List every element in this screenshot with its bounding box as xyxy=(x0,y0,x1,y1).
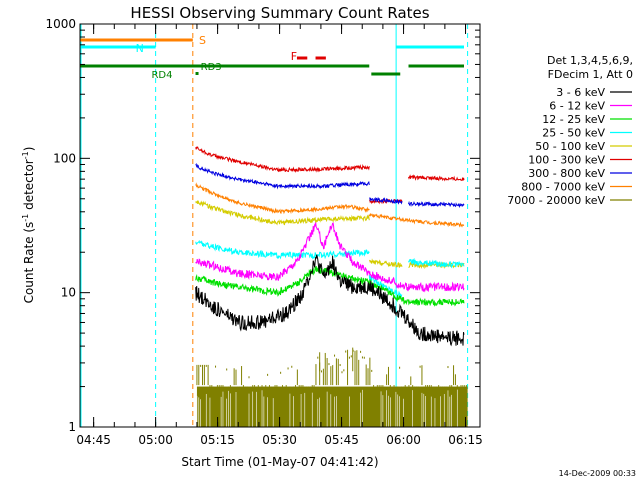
x-tick-label: 06:00 xyxy=(386,433,421,447)
y-axis-label-sup1: -1 xyxy=(21,214,30,222)
rd4-flag-label: RD4 xyxy=(151,70,172,81)
series-100-300kev xyxy=(195,146,370,173)
series-12-25kev xyxy=(195,265,465,307)
series-50-100kev xyxy=(368,258,403,268)
series-300-800kev xyxy=(195,162,370,190)
y-axis-label-mid: detector xyxy=(22,159,36,214)
legend-300-800kev-label: 300 - 800 keV xyxy=(528,167,605,180)
legend-6-12kev-label: 6 - 12 keV xyxy=(549,100,605,113)
series-3-6kev xyxy=(195,254,465,347)
series-800-7000kev xyxy=(195,182,370,215)
night-flag-label: N xyxy=(136,42,144,55)
legend-12-25kev-label: 12 - 25 keV xyxy=(542,113,605,126)
y-axis-label-sup2: -1 xyxy=(21,151,30,159)
legend-header-line2: FDecim 1, Att 0 xyxy=(548,68,633,81)
y-tick-label: 100 xyxy=(53,151,76,165)
rd4-marker xyxy=(195,72,199,75)
rd3-flag-label: RD3 xyxy=(201,62,222,73)
series-6-12kev xyxy=(195,222,465,293)
y-axis-label-end: ) xyxy=(22,147,36,152)
series-100-300kev xyxy=(408,174,465,182)
legend-25-50kev-label: 25 - 50 keV xyxy=(542,127,605,140)
y-axis-label: Count Rate (s-1 detector-1) xyxy=(21,147,36,304)
series-25-50kev xyxy=(408,257,465,269)
x-tick-label: 05:45 xyxy=(324,433,359,447)
series-50-100kev xyxy=(195,200,370,226)
chart-title: HESSI Observing Summary Count Rates xyxy=(130,4,429,22)
series-25-50kev xyxy=(195,239,370,260)
series-300-800kev xyxy=(408,200,465,209)
x-tick-label: 05:00 xyxy=(138,433,173,447)
x-tick-label: 06:15 xyxy=(448,433,483,447)
x-tick-label: 05:30 xyxy=(262,433,297,447)
legend: Det 1,3,4,5,6,9, FDecim 1, Att 0 3 - 6 k… xyxy=(507,54,633,207)
y-tick-label: 10 xyxy=(61,286,76,300)
series-25-50kev xyxy=(368,274,403,298)
series-7000-20000kev-band xyxy=(196,386,468,427)
legend-7000-20000kev-label: 7000 - 20000 keV xyxy=(507,194,605,207)
flare-flag-label: F xyxy=(291,50,297,63)
series-300-800kev xyxy=(369,196,403,205)
legend-800-7000kev-label: 800 - 7000 keV xyxy=(521,181,605,194)
legend-100-300kev-label: 100 - 300 keV xyxy=(528,154,605,167)
x-tick-label: 04:45 xyxy=(76,433,111,447)
legend-header-line1: Det 1,3,4,5,6,9, xyxy=(547,54,633,67)
legend-3-6kev-label: 3 - 6 keV xyxy=(556,86,605,99)
y-axis-label-main: Count Rate (s xyxy=(22,222,36,304)
saa-flag-label: S xyxy=(199,34,206,47)
y-tick-label: 1 xyxy=(68,420,76,434)
plot-layer: S N F RD4 RD3 xyxy=(80,24,469,427)
series-800-7000kev xyxy=(368,213,465,228)
legend-50-100kev-label: 50 - 100 keV xyxy=(535,140,605,153)
timestamp: 14-Dec-2009 00:33 xyxy=(559,469,636,478)
y-tick-label: 1000 xyxy=(45,17,76,31)
x-tick-label: 05:15 xyxy=(200,433,235,447)
x-axis-label: Start Time (01-May-07 04:41:42) xyxy=(181,455,378,469)
axis-layer: 1 10 100 1000 04:45 05:00 05:15 05:30 05:45 06:00… xyxy=(45,17,482,447)
